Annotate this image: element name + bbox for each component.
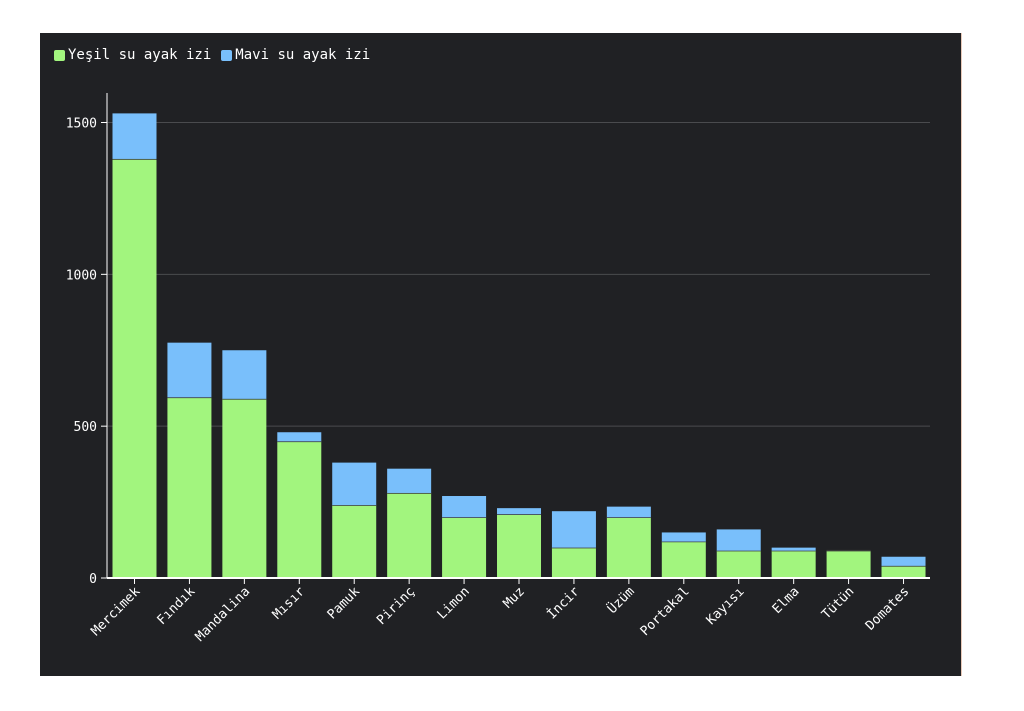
bar-green-10 <box>661 541 706 578</box>
bar-green-6 <box>442 517 487 578</box>
bar-green-4 <box>332 505 377 578</box>
bar-blue-7 <box>497 508 542 515</box>
y-tick-label-1500: 1500 <box>66 117 97 132</box>
x-tick-label-12: Elma <box>770 584 803 617</box>
bar-green-5 <box>387 492 432 578</box>
bar-green-2 <box>222 398 267 578</box>
x-tick-label-4: Pamuk <box>325 584 363 622</box>
bar-green-1 <box>167 397 212 578</box>
bar-green-9 <box>606 517 651 578</box>
bar-blue-3 <box>277 432 322 442</box>
x-tick-label-5: Pirinç <box>374 584 418 628</box>
x-tick-label-14: Domates <box>863 584 912 633</box>
x-tick-label-0: Mercimek <box>88 584 143 639</box>
x-tick-label-13: Tütün <box>819 584 857 622</box>
x-tick-label-6: Limon <box>435 584 473 622</box>
bar-blue-9 <box>606 506 651 518</box>
bar-blue-4 <box>332 462 377 506</box>
x-tick-label-10: Portakal <box>638 584 693 639</box>
bar-blue-6 <box>442 496 487 518</box>
y-tick-label-500: 500 <box>74 420 97 435</box>
y-tick-label-1000: 1000 <box>66 268 97 283</box>
x-tick-label-9: Üzüm <box>604 583 638 617</box>
x-tick-label-2: Mandalina <box>193 584 253 644</box>
legend-label-blue: Mavi su ayak izi <box>235 47 371 63</box>
bar-green-13 <box>826 550 871 578</box>
bar-green-3 <box>277 441 322 578</box>
bar-blue-0 <box>112 113 157 159</box>
x-tick-label-3: Mısır <box>270 584 308 622</box>
legend-swatch-green <box>54 49 65 61</box>
bar-blue-5 <box>387 468 432 493</box>
bar-blue-14 <box>881 556 926 566</box>
bar-green-11 <box>716 550 761 578</box>
bar-green-12 <box>771 550 816 578</box>
legend-item-green[interactable]: Yeşil su ayak izi <box>54 47 211 63</box>
bar-green-7 <box>497 514 542 578</box>
bar-blue-10 <box>661 532 706 542</box>
legend-label-green: Yeşil su ayak izi <box>68 47 212 63</box>
bar-blue-1 <box>167 342 212 398</box>
x-tick-label-8: İncir <box>544 583 583 622</box>
x-tick-label-11: Kayısı <box>704 584 748 628</box>
bar-blue-12 <box>771 547 816 551</box>
bar-blue-8 <box>551 511 596 548</box>
legend-swatch-blue <box>221 49 233 61</box>
x-tick-label-7: Muz <box>501 584 528 611</box>
legend: Yeşil su ayak izi Mavi su ayak izi <box>54 47 370 63</box>
bar-green-8 <box>551 547 596 578</box>
bar-blue-2 <box>222 350 267 399</box>
x-tick-label-1: Fındık <box>154 584 198 628</box>
y-tick-label-0: 0 <box>89 572 97 587</box>
legend-item-blue[interactable]: Mavi su ayak izi <box>221 47 370 63</box>
bar-blue-11 <box>716 529 761 551</box>
bar-green-14 <box>881 565 926 578</box>
bar-green-0 <box>112 158 157 578</box>
